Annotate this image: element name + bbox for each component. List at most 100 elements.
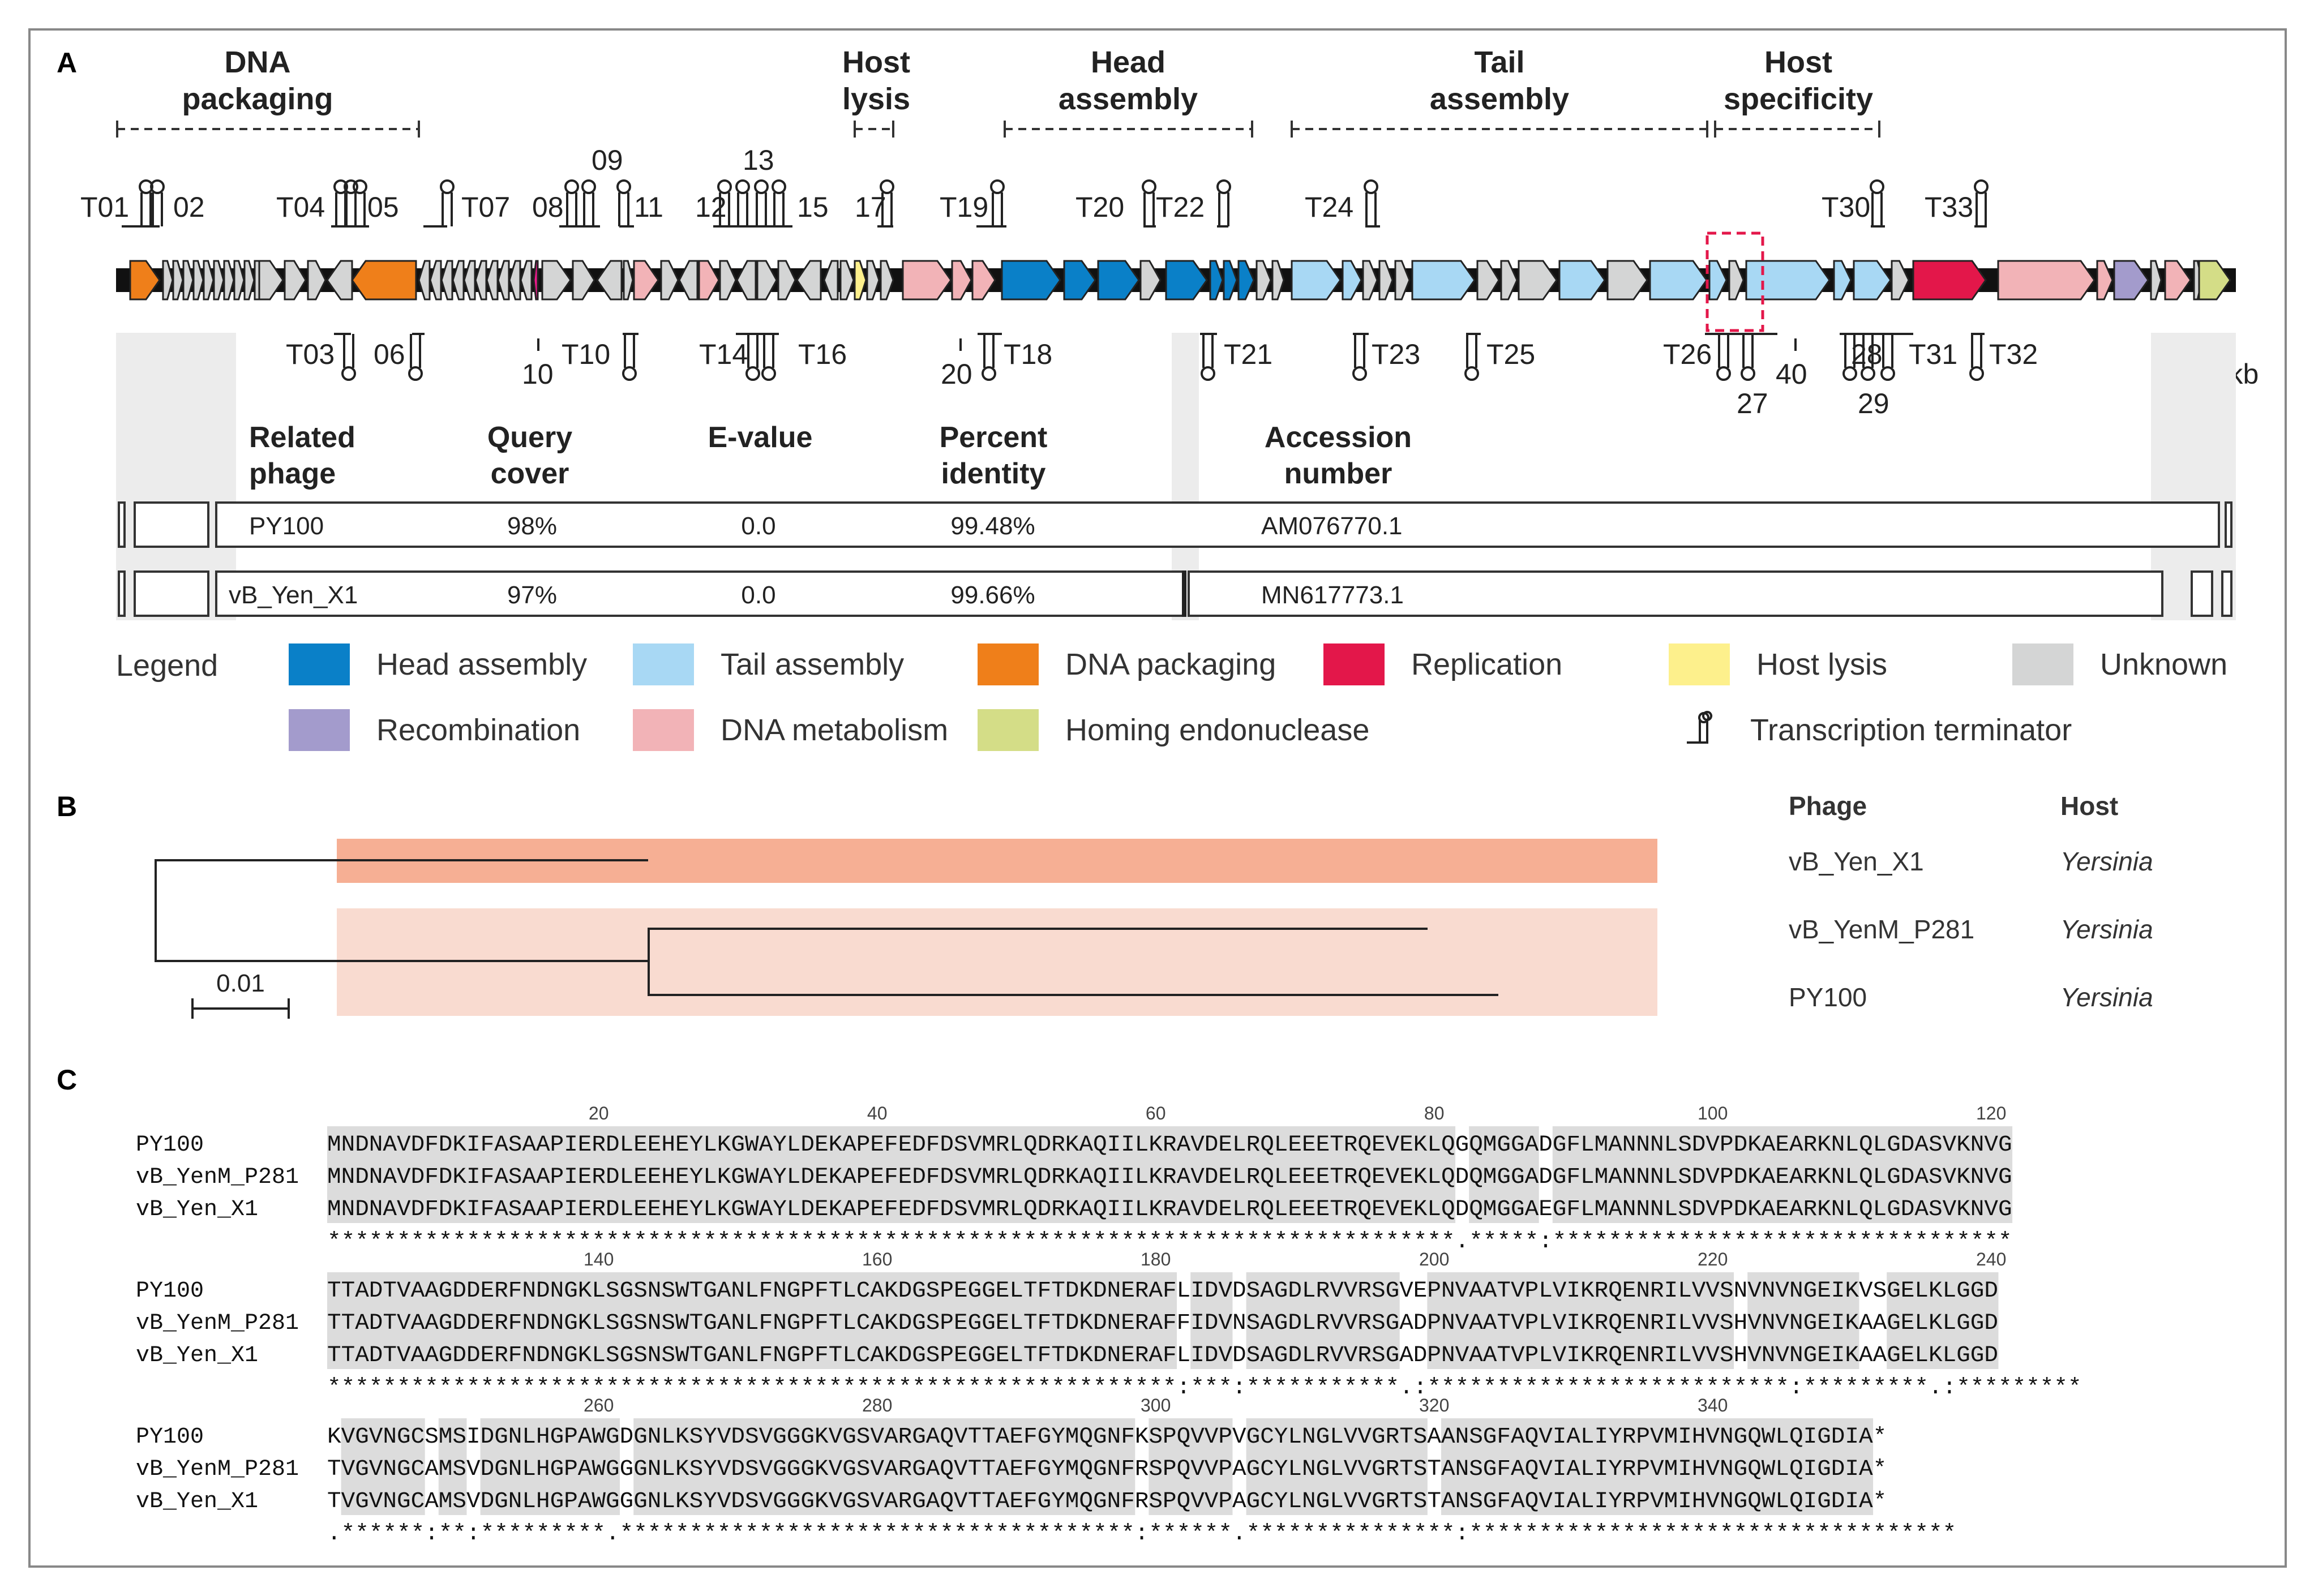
identical-column bbox=[773, 1126, 787, 1223]
seq-residues: TVGVNGCAMSVDGNLHGPAWGGGNLKSYVDSVGGGKVGSV… bbox=[327, 1489, 1887, 1515]
terminator-symbol bbox=[983, 334, 995, 368]
gene-unknown bbox=[596, 260, 623, 301]
header-related-line1: Related bbox=[249, 421, 355, 454]
terminator-loop bbox=[1969, 366, 1984, 381]
identical-column bbox=[661, 1418, 676, 1515]
identical-column bbox=[1566, 1272, 1581, 1369]
identical-column bbox=[1845, 1418, 1859, 1515]
gene-unknown bbox=[719, 260, 737, 301]
identical-column bbox=[786, 1126, 801, 1223]
terminator-loop bbox=[1716, 366, 1731, 381]
identical-column bbox=[1789, 1126, 1804, 1223]
term-label-T16: T16 bbox=[798, 338, 847, 370]
identical-column bbox=[1775, 1126, 1790, 1223]
legend-swatch-homing-endonuclease bbox=[978, 709, 1039, 751]
consensus-line: ****************************************… bbox=[327, 1375, 2082, 1401]
identical-column bbox=[1315, 1126, 1330, 1223]
terminator-symbol bbox=[442, 192, 453, 226]
identical-column bbox=[1817, 1272, 1832, 1369]
terminator-loop bbox=[440, 179, 455, 194]
identical-column bbox=[1079, 1126, 1094, 1223]
seq-residues: TVGVNGCAMSVDGNLHGPAWGGGNLKSYVDSVGGGKVGSV… bbox=[327, 1457, 1887, 1482]
gene-unknown bbox=[796, 260, 822, 301]
gene-unknown bbox=[497, 260, 510, 301]
gene-metabolism bbox=[2096, 260, 2114, 301]
identical-column bbox=[1372, 1126, 1386, 1223]
identical-column bbox=[647, 1418, 662, 1515]
header-accession-line2: number bbox=[1284, 457, 1392, 490]
tree-host-2: Yersinia bbox=[2060, 915, 2153, 944]
identical-column bbox=[1482, 1272, 1497, 1369]
row1-query-cover: 98% bbox=[507, 512, 557, 540]
identical-column bbox=[1970, 1126, 1985, 1223]
identical-column bbox=[1691, 1418, 1706, 1515]
legend-swatch-head-assembly bbox=[289, 643, 350, 685]
identical-column bbox=[1594, 1272, 1609, 1369]
identical-column bbox=[1079, 1272, 1094, 1369]
identical-column bbox=[982, 1418, 996, 1515]
identical-column bbox=[410, 1126, 425, 1223]
gene-unknown bbox=[307, 260, 327, 301]
identical-column bbox=[1914, 1272, 1929, 1369]
identical-column bbox=[800, 1126, 815, 1223]
identical-column bbox=[355, 1418, 370, 1515]
identical-column bbox=[592, 1272, 606, 1369]
identical-column bbox=[1608, 1126, 1623, 1223]
identical-column bbox=[397, 1126, 412, 1223]
identical-column bbox=[410, 1272, 425, 1369]
gene-unknown bbox=[233, 260, 245, 301]
gene-unknown bbox=[1728, 260, 1745, 301]
identical-column bbox=[1803, 1126, 1818, 1223]
identical-column bbox=[898, 1272, 912, 1369]
identical-column bbox=[717, 1418, 731, 1515]
identical-column bbox=[1190, 1126, 1205, 1223]
gene-metabolism bbox=[2164, 260, 2192, 301]
identical-column bbox=[912, 1126, 927, 1223]
ruler-160: 160 bbox=[862, 1249, 892, 1269]
legend-swatch-dna-metabolism bbox=[633, 709, 694, 751]
identical-column bbox=[425, 1272, 439, 1369]
identical-column bbox=[1274, 1418, 1288, 1515]
identical-column bbox=[1511, 1418, 1525, 1515]
identical-column bbox=[577, 1272, 592, 1369]
identical-column bbox=[1678, 1272, 1692, 1369]
terminator-symbol bbox=[773, 192, 785, 226]
identical-column bbox=[1413, 1126, 1428, 1223]
identical-column bbox=[494, 1126, 509, 1223]
term-label-T19: T19 bbox=[940, 191, 988, 223]
identical-column bbox=[898, 1126, 912, 1223]
term-label-02: 02 bbox=[173, 191, 205, 223]
seq-name: vB_YenM_P281 bbox=[136, 1311, 299, 1336]
identical-column bbox=[397, 1418, 412, 1515]
identical-column bbox=[592, 1126, 606, 1223]
terminator-symbol bbox=[1202, 334, 1214, 368]
identical-column bbox=[661, 1126, 676, 1223]
term-label-06: 06 bbox=[374, 338, 405, 370]
identical-column bbox=[1720, 1418, 1734, 1515]
identical-column bbox=[452, 1272, 467, 1369]
module-brackets bbox=[116, 121, 1880, 138]
identical-column bbox=[508, 1418, 522, 1515]
identical-column bbox=[1009, 1126, 1024, 1223]
gene-unknown bbox=[474, 260, 487, 301]
gene-unknown bbox=[623, 260, 634, 301]
genome-map bbox=[116, 179, 2236, 381]
identical-column bbox=[1524, 1126, 1539, 1223]
terminator-loop bbox=[735, 179, 750, 194]
ruler-40: 40 bbox=[867, 1103, 888, 1123]
legend-title: Legend bbox=[116, 649, 218, 683]
identical-column bbox=[1622, 1126, 1636, 1223]
terminator-loop bbox=[745, 366, 760, 381]
identical-column bbox=[1357, 1418, 1372, 1515]
term-label-29: 29 bbox=[1858, 388, 1889, 419]
term-label-15: 15 bbox=[797, 191, 829, 223]
identical-column bbox=[1288, 1418, 1302, 1515]
ruler-320: 320 bbox=[1419, 1395, 1449, 1415]
header-identity-line1: Percent bbox=[940, 421, 1048, 454]
gene-tail bbox=[1833, 260, 1852, 301]
terminator-symbol bbox=[1976, 192, 1987, 226]
identical-column bbox=[870, 1272, 885, 1369]
module-tail-assembly-line1: Tail bbox=[1474, 45, 1524, 79]
identical-column bbox=[1121, 1126, 1135, 1223]
identical-column bbox=[1455, 1272, 1469, 1369]
